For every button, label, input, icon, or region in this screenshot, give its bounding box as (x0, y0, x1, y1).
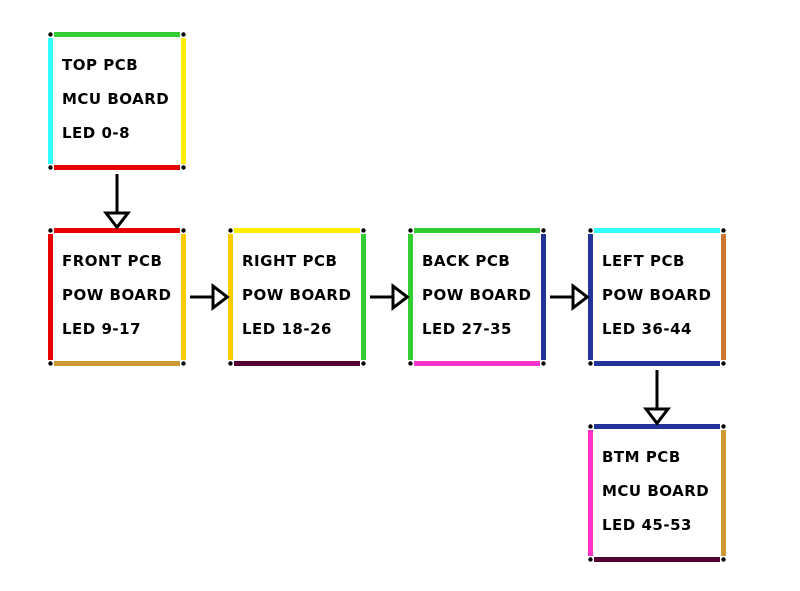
box-label-line-0: LEFT PCB (602, 252, 685, 270)
corner-dot (408, 228, 412, 232)
box-label-line-1: POW BOARD (242, 286, 351, 304)
box-label-line-2: LED 45-53 (602, 516, 692, 534)
corner-dot (48, 165, 52, 169)
box-label-line-2: LED 36-44 (602, 320, 692, 338)
pcb-flow-diagram: TOP PCB MCU BOARD LED 0-8 FRONT PCB POW BOAR… (0, 0, 800, 591)
corner-dot (721, 228, 725, 232)
corner-dot (721, 557, 725, 561)
box-label-line-0: FRONT PCB (62, 252, 163, 270)
corner-dot (541, 228, 545, 232)
corner-dot (48, 228, 52, 232)
corner-dot (48, 361, 52, 365)
box-label-line-1: MCU BOARD (602, 482, 709, 500)
box-label-line-2: LED 27-35 (422, 320, 512, 338)
box-label-line-0: RIGHT PCB (242, 252, 337, 270)
corner-dot (181, 165, 185, 169)
corner-dot (361, 361, 365, 365)
box-label-line-1: POW BOARD (62, 286, 171, 304)
box-label-line-2: LED 18-26 (242, 320, 332, 338)
box-label-line-2: LED 0-8 (62, 124, 130, 142)
corner-dot (588, 424, 592, 428)
corner-dot (588, 361, 592, 365)
box-label-line-0: BTM PCB (602, 448, 681, 466)
corner-dot (181, 361, 185, 365)
corner-dot (228, 361, 232, 365)
corner-dot (588, 228, 592, 232)
corner-dot (48, 32, 52, 36)
corner-dot (181, 32, 185, 36)
corner-dot (588, 557, 592, 561)
box-label-line-0: BACK PCB (422, 252, 510, 270)
corner-dot (721, 361, 725, 365)
corner-dot (408, 361, 412, 365)
corner-dot (541, 361, 545, 365)
corner-dot (181, 228, 185, 232)
box-label-line-1: MCU BOARD (62, 90, 169, 108)
box-label-line-1: POW BOARD (602, 286, 711, 304)
box-label-line-0: TOP PCB (62, 56, 138, 74)
box-label-line-2: LED 9-17 (62, 320, 141, 338)
corner-dot (228, 228, 232, 232)
corner-dot (721, 424, 725, 428)
box-label-line-1: POW BOARD (422, 286, 531, 304)
corner-dot (361, 228, 365, 232)
